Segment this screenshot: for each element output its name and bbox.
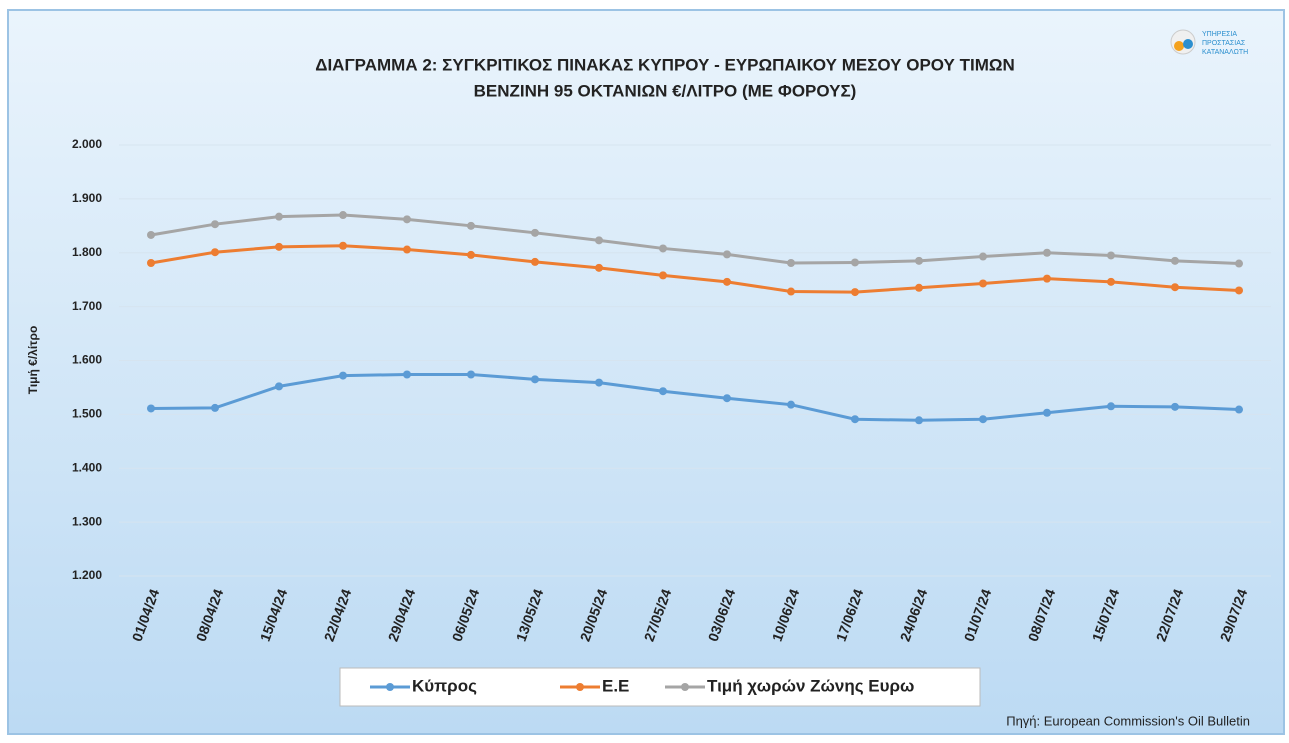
legend-label: Κύπρος <box>412 676 477 695</box>
logo-text: ΚΑΤΑΝΑΛΩΤΗ <box>1202 49 1248 56</box>
data-point <box>979 415 987 424</box>
data-point <box>851 258 859 267</box>
data-point <box>275 212 283 221</box>
chart-title: ΔΙΑΓΡΑΜΜΑ 2: ΣΥΓΚΡΙΤΙΚΟΣ ΠΙΝΑΚΑΣ ΚΥΠΡΟΥ … <box>315 55 1015 74</box>
data-point <box>1171 283 1179 292</box>
y-tick-label: 1.900 <box>72 191 102 205</box>
data-point <box>147 404 155 413</box>
y-tick-label: 1.500 <box>72 407 102 421</box>
y-tick-label: 1.400 <box>72 460 102 474</box>
y-tick-label: 1.800 <box>72 245 102 259</box>
legend-label: Ε.Ε <box>602 676 629 695</box>
data-point <box>147 258 155 267</box>
data-point <box>1171 256 1179 265</box>
data-point <box>787 400 795 409</box>
data-point <box>915 283 923 292</box>
data-point <box>851 288 859 297</box>
chart-bg <box>7 9 1285 735</box>
data-point <box>403 370 411 379</box>
data-point <box>595 236 603 245</box>
data-point <box>979 279 987 288</box>
data-point <box>1043 248 1051 257</box>
data-point <box>723 250 731 259</box>
series-line <box>150 373 1240 422</box>
data-point <box>339 241 347 250</box>
data-point <box>403 215 411 224</box>
data-point <box>787 287 795 296</box>
data-point <box>467 221 475 230</box>
data-point <box>659 387 667 396</box>
data-point <box>595 263 603 272</box>
data-point <box>531 375 539 384</box>
logo-text: ΥΠΗΡΕΣΙΑ <box>1202 31 1237 38</box>
data-point <box>1235 405 1243 414</box>
data-point <box>531 257 539 266</box>
legend-swatch <box>386 683 394 691</box>
data-point <box>787 258 795 267</box>
y-tick-label: 2.000 <box>72 137 102 151</box>
data-point <box>723 394 731 403</box>
data-point <box>1043 274 1051 283</box>
data-point <box>211 220 219 229</box>
data-point <box>467 370 475 379</box>
logo-text: ΠΡΟΣΤΑΣΙΑΣ <box>1202 40 1246 47</box>
source: Πηγή: European Commission's Oil Bulletin <box>1006 713 1250 728</box>
data-point <box>403 245 411 254</box>
y-tick-label: 1.200 <box>72 568 102 582</box>
data-point <box>979 252 987 261</box>
data-point <box>531 228 539 237</box>
series-line <box>150 213 1240 266</box>
data-point <box>851 415 859 424</box>
series-line <box>150 244 1240 294</box>
data-point <box>915 416 923 425</box>
data-point <box>1107 402 1115 411</box>
data-point <box>147 230 155 239</box>
legend-label: Τιμή χωρών Ζώνης Ευρω <box>707 676 914 695</box>
legend-swatch <box>576 683 584 691</box>
data-point <box>1171 402 1179 411</box>
data-point <box>659 271 667 280</box>
data-point <box>1107 277 1115 286</box>
logo-icon <box>1174 41 1184 51</box>
data-point <box>1043 408 1051 417</box>
data-point <box>467 250 475 259</box>
data-point <box>211 248 219 257</box>
y-axis-label: Τιμή €/λίτρο <box>26 326 40 395</box>
chart-title: ΒΕΝΖΙΝΗ 95 ΟΚΤΑΝΙΩΝ €/ΛΙΤΡΟ (ΜΕ ΦΟΡΟΥΣ) <box>474 81 857 100</box>
legend-swatch <box>681 683 689 691</box>
data-point <box>1235 259 1243 268</box>
data-point <box>211 403 219 412</box>
data-point <box>915 256 923 265</box>
data-point <box>339 371 347 380</box>
y-tick-label: 1.600 <box>72 353 102 367</box>
data-point <box>595 378 603 387</box>
data-point <box>339 211 347 220</box>
data-point <box>275 382 283 391</box>
data-point <box>1107 251 1115 260</box>
data-point <box>659 244 667 253</box>
y-tick-label: 1.700 <box>72 299 102 313</box>
logo-icon <box>1183 39 1193 49</box>
data-point <box>275 242 283 251</box>
legend-box <box>339 667 981 707</box>
data-point <box>1235 286 1243 295</box>
data-point <box>723 277 731 286</box>
y-tick-label: 1.300 <box>72 514 102 528</box>
